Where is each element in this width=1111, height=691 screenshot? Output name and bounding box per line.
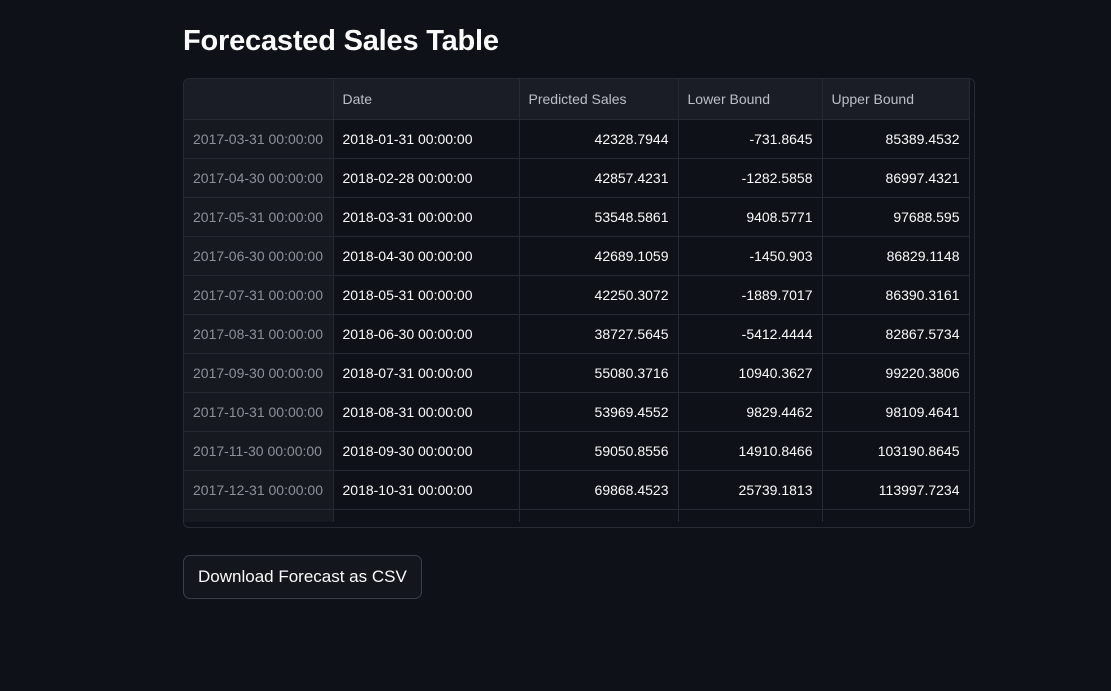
predicted-sales-cell[interactable]: 42328.7944 xyxy=(519,119,679,159)
date-cell[interactable]: 2018-10-31 00:00:00 xyxy=(333,470,520,510)
row-index-cell[interactable]: 2017-10-31 00:00:00 xyxy=(184,392,334,432)
table-row: 2017-03-31 00:00:00 2018-01-31 00:00:00 … xyxy=(184,119,970,159)
date-cell[interactable]: 2018-06-30 00:00:00 xyxy=(333,314,520,354)
table-row-partial xyxy=(184,509,970,522)
date-cell[interactable]: 2018-02-28 00:00:00 xyxy=(333,158,520,198)
row-index-cell[interactable]: 2017-08-31 00:00:00 xyxy=(184,314,334,354)
predicted-sales-cell[interactable]: 42689.1059 xyxy=(519,236,679,276)
table-row: 2017-08-31 00:00:00 2018-06-30 00:00:00 … xyxy=(184,314,970,354)
upper-bound-cell[interactable]: 98109.4641 xyxy=(822,392,970,432)
date-cell[interactable]: 2018-08-31 00:00:00 xyxy=(333,392,520,432)
predicted-sales-cell[interactable]: 59050.8556 xyxy=(519,431,679,471)
lower-bound-cell[interactable]: 25739.1813 xyxy=(678,470,823,510)
upper-bound-cell[interactable]: 103190.8645 xyxy=(822,431,970,471)
lower-bound-cell[interactable]: -1282.5858 xyxy=(678,158,823,198)
lower-bound-cell[interactable]: -1889.7017 xyxy=(678,275,823,315)
lower-bound-cell xyxy=(678,509,823,522)
header-row: Date Predicted Sales Lower Bound Upper B… xyxy=(184,79,970,120)
predicted-sales-cell[interactable]: 55080.3716 xyxy=(519,353,679,393)
row-index-cell[interactable]: 2017-06-30 00:00:00 xyxy=(184,236,334,276)
predicted-sales-cell[interactable]: 53969.4552 xyxy=(519,392,679,432)
lower-bound-cell[interactable]: 9408.5771 xyxy=(678,197,823,237)
upper-bound-cell[interactable]: 86829.1148 xyxy=(822,236,970,276)
upper-bound-cell[interactable]: 113997.7234 xyxy=(822,470,970,510)
predicted-sales-cell[interactable]: 42857.4231 xyxy=(519,158,679,198)
row-index-cell[interactable]: 2017-09-30 00:00:00 xyxy=(184,353,334,393)
lower-bound-cell[interactable]: -1450.903 xyxy=(678,236,823,276)
upper-bound-cell[interactable]: 99220.3806 xyxy=(822,353,970,393)
date-cell[interactable]: 2018-04-30 00:00:00 xyxy=(333,236,520,276)
column-header-date[interactable]: Date xyxy=(333,79,520,120)
forecast-data-grid[interactable]: Date Predicted Sales Lower Bound Upper B… xyxy=(183,78,975,528)
predicted-sales-cell[interactable]: 38727.5645 xyxy=(519,314,679,354)
date-cell[interactable]: 2018-05-31 00:00:00 xyxy=(333,275,520,315)
download-forecast-csv-button[interactable]: Download Forecast as CSV xyxy=(183,555,422,599)
predicted-sales-cell[interactable]: 53548.5861 xyxy=(519,197,679,237)
date-cell[interactable]: 2018-01-31 00:00:00 xyxy=(333,119,520,159)
date-cell[interactable]: 2018-07-31 00:00:00 xyxy=(333,353,520,393)
predicted-sales-cell[interactable]: 42250.3072 xyxy=(519,275,679,315)
forecast-table: Date Predicted Sales Lower Bound Upper B… xyxy=(184,79,970,522)
date-cell xyxy=(333,509,520,522)
row-index-cell[interactable]: 2017-03-31 00:00:00 xyxy=(184,119,334,159)
lower-bound-cell[interactable]: 9829.4462 xyxy=(678,392,823,432)
table-row: 2017-07-31 00:00:00 2018-05-31 00:00:00 … xyxy=(184,275,970,315)
upper-bound-cell[interactable]: 86390.3161 xyxy=(822,275,970,315)
row-index-cell[interactable]: 2017-04-30 00:00:00 xyxy=(184,158,334,198)
upper-bound-cell[interactable]: 97688.595 xyxy=(822,197,970,237)
lower-bound-cell[interactable]: -5412.4444 xyxy=(678,314,823,354)
table-row: 2017-10-31 00:00:00 2018-08-31 00:00:00 … xyxy=(184,392,970,432)
predicted-sales-cell[interactable]: 69868.4523 xyxy=(519,470,679,510)
upper-bound-cell xyxy=(822,509,970,522)
page-title: Forecasted Sales Table xyxy=(183,25,499,57)
row-index-cell[interactable]: 2017-12-31 00:00:00 xyxy=(184,470,334,510)
column-header-upper-bound[interactable]: Upper Bound xyxy=(822,79,970,120)
row-index-cell[interactable]: 2017-11-30 00:00:00 xyxy=(184,431,334,471)
lower-bound-cell[interactable]: -731.8645 xyxy=(678,119,823,159)
column-header-predicted-sales[interactable]: Predicted Sales xyxy=(519,79,679,120)
lower-bound-cell[interactable]: 10940.3627 xyxy=(678,353,823,393)
upper-bound-cell[interactable]: 86997.4321 xyxy=(822,158,970,198)
row-index-cell[interactable]: 2017-05-31 00:00:00 xyxy=(184,197,334,237)
predicted-sales-cell xyxy=(519,509,679,522)
column-header-index[interactable] xyxy=(184,79,334,120)
table-row: 2017-09-30 00:00:00 2018-07-31 00:00:00 … xyxy=(184,353,970,393)
row-index-cell[interactable]: 2017-07-31 00:00:00 xyxy=(184,275,334,315)
table-row: 2017-05-31 00:00:00 2018-03-31 00:00:00 … xyxy=(184,197,970,237)
column-header-lower-bound[interactable]: Lower Bound xyxy=(678,79,823,120)
table-row: 2017-06-30 00:00:00 2018-04-30 00:00:00 … xyxy=(184,236,970,276)
table-body: 2017-03-31 00:00:00 2018-01-31 00:00:00 … xyxy=(184,119,970,522)
table-row: 2017-04-30 00:00:00 2018-02-28 00:00:00 … xyxy=(184,158,970,198)
table-row: 2017-12-31 00:00:00 2018-10-31 00:00:00 … xyxy=(184,470,970,510)
upper-bound-cell[interactable]: 82867.5734 xyxy=(822,314,970,354)
lower-bound-cell[interactable]: 14910.8466 xyxy=(678,431,823,471)
row-index-cell xyxy=(184,509,334,522)
date-cell[interactable]: 2018-03-31 00:00:00 xyxy=(333,197,520,237)
date-cell[interactable]: 2018-09-30 00:00:00 xyxy=(333,431,520,471)
upper-bound-cell[interactable]: 85389.4532 xyxy=(822,119,970,159)
table-row: 2017-11-30 00:00:00 2018-09-30 00:00:00 … xyxy=(184,431,970,471)
